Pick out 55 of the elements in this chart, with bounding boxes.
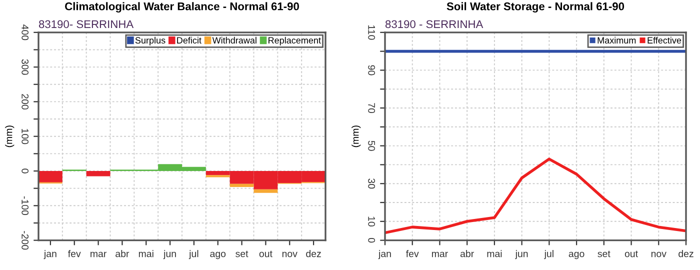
x-tick-label: jul	[188, 250, 198, 260]
x-tick-label: fev	[68, 250, 81, 258]
y-tick-label: 200	[22, 94, 29, 110]
line-series	[385, 158, 686, 234]
y-tick-label: 400	[22, 24, 29, 40]
y-tick-label: 0	[368, 238, 376, 243]
legend-label: Withdrawal	[212, 36, 256, 44]
x-tick-label: mai	[138, 250, 154, 258]
legend-label: Maximum	[598, 36, 636, 44]
x-tick-label: mar	[432, 252, 448, 258]
y-tick-label: 110	[368, 25, 376, 40]
y-tick-label: 300	[22, 59, 29, 75]
y-tick-label: 30	[368, 178, 376, 189]
y-tick-label: 100	[22, 128, 29, 144]
y-tick-label: 50	[368, 140, 376, 151]
y-tick-label: 90	[368, 65, 376, 76]
bar	[230, 184, 254, 187]
x-tick-label: jun	[515, 250, 528, 260]
x-tick-label: mai	[487, 250, 502, 258]
x-tick-label: fev	[406, 250, 419, 258]
x-tick-label: out	[624, 250, 638, 258]
x-tick-label: ago	[568, 252, 584, 260]
x-tick-label: abr	[460, 250, 474, 258]
x-tick-label: nov	[651, 252, 666, 258]
x-tick-label: abr	[116, 250, 130, 258]
chart-title: Climatological Water Balance - Normal 61-90	[65, 2, 299, 13]
x-tick-label: dez	[306, 250, 321, 258]
x-tick-label: jan	[44, 250, 56, 260]
x-tick-label: out	[259, 250, 272, 258]
y-tick-label: 10	[368, 216, 376, 226]
x-tick-label: ago	[210, 252, 226, 260]
bar	[254, 189, 278, 193]
legend-label: Effective	[648, 36, 682, 44]
x-tick-label: jan	[378, 250, 391, 260]
x-tick-label: nov	[282, 252, 298, 258]
y-tick-label: -200	[22, 231, 29, 250]
legend-label: Deficit	[177, 36, 202, 44]
x-tick-label: jul	[544, 250, 554, 260]
chart-subtitle: 83190- SERRINHA	[38, 20, 134, 28]
bar	[86, 171, 110, 176]
x-tick-label: jun	[163, 250, 176, 260]
x-tick-label: dez	[678, 250, 694, 258]
chart-subtitle: 83190 - SERRINHA	[385, 20, 484, 28]
y-tick-label: 70	[368, 103, 376, 114]
x-tick-label: set	[236, 250, 248, 258]
legend-label: Surplus	[135, 36, 166, 46]
y-axis-title: (mm)	[5, 126, 14, 148]
bar	[38, 171, 62, 182]
x-tick-label: mar	[90, 252, 107, 258]
y-tick-label: 0	[22, 168, 29, 174]
x-tick-label: set	[598, 250, 610, 258]
y-tick-label: -100	[22, 196, 29, 215]
y-axis-title: (mm)	[352, 126, 361, 148]
chart-title: Soil Water Storage - Normal 61-90	[446, 2, 624, 13]
legend-label: Replacement	[268, 36, 321, 46]
